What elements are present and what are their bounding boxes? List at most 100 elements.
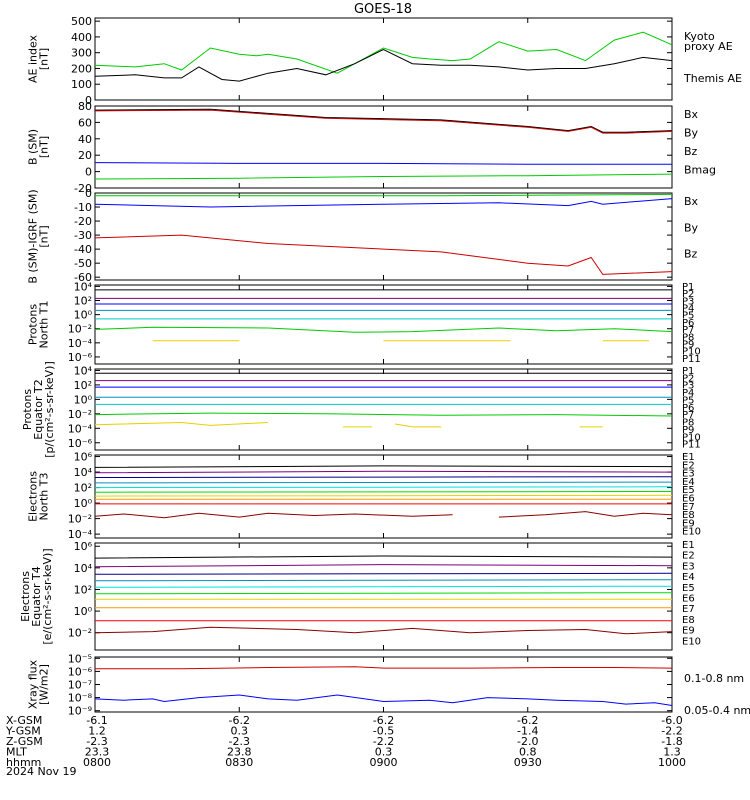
ephemeris-row-label: hhmm [6,756,41,769]
series-line-6 [94,592,673,595]
legend-item: Bz [684,248,698,261]
series-line-2 [94,564,673,568]
y-axis-label: Protons [27,304,40,345]
y-tick-label: 60 [78,116,92,129]
y-tick-label: 10⁰ [74,605,93,618]
series-line-2 [94,109,673,134]
y-tick-label: 10² [74,583,92,596]
y-tick-label: 20 [78,149,92,162]
ephemeris-value: 0800 [83,756,111,769]
legend-item: P3 [682,381,694,392]
legend-item: proxy AE [684,40,733,53]
legend-item: P8 [682,418,694,429]
legend-item: E6 [682,594,695,605]
ephemeris-value: 23.8 [227,746,252,759]
y-tick-label: 10⁶ [74,451,93,464]
y-tick-label: 40 [78,133,92,146]
series-line-5 [94,585,673,588]
y-tick-label: 10⁻⁴ [68,528,93,541]
panel-frame [94,656,673,713]
y-tick-label: 10⁰ [74,393,93,406]
panel-bsm: -20 0 20 40 60 80 B (SM)[nT] Bx By Bz Bmag [27,100,717,195]
panel-frame [94,284,673,365]
legend-item: E1 [682,540,695,551]
legend-item: Bmag [684,164,716,177]
panel-frame [94,454,673,539]
legend-item: P8 [682,332,694,343]
y-axis-label: B (SM) [27,129,40,165]
ephemeris-row-label: MLT [6,746,27,759]
legend-item: E7 [682,502,695,513]
ephemeris-value: -6.2 [517,714,538,727]
legend-item: P11 [682,440,701,451]
series-line-2 [94,470,673,474]
y-axis-label: Electrons [27,471,40,522]
y-tick-label: 10⁻⁴ [68,337,93,350]
series-line-4 [94,579,673,582]
legend-item: Bx [684,108,699,121]
ephemeris-value: 1000 [658,756,686,769]
y-tick-label: 0 [85,94,92,107]
legend-item: P2 [682,289,694,300]
ephemeris-value: -2.3 [229,735,250,748]
y-axis-label: [nT] [38,136,51,158]
y-tick-label: 10⁴ [74,280,93,293]
y-tick-label: 10⁻² [68,323,92,336]
series-line-3 [94,572,673,575]
y-tick-label: 10⁻⁴ [68,422,93,435]
legend-item: Kyoto [684,30,715,43]
ephemeris-value: -6.1 [86,714,107,727]
legend-item: P6 [682,403,694,414]
y-axis-label: North T3 [38,473,51,521]
series-line-11 [498,511,673,518]
ephemeris-value: -2.0 [517,735,538,748]
legend-item: E4 [682,572,695,583]
series-line-2 [94,198,673,208]
y-tick-label: 10⁻⁶ [68,665,93,678]
series-line-4 [94,481,673,484]
legend-item: E10 [682,527,701,538]
legend-item: P4 [682,388,694,399]
date-label: 2024 Nov 19 [6,765,76,778]
legend-item: E1 [682,452,695,463]
y-tick-label: -20 [74,215,92,228]
legend-item: Bz [684,145,698,158]
ephemeris-value: -6.2 [229,714,250,727]
series-line-1 [94,31,673,74]
legend-item: 0.1-0.8 nm [684,672,744,685]
ephemeris-row-label: Y-GSM [5,725,41,738]
legend-item: P7 [682,410,694,421]
ephemeris-value: 0930 [514,756,542,769]
y-tick-label: 10² [74,295,92,308]
series-line-7 [94,494,673,497]
legend-item: P10 [682,347,701,358]
y-tick-label: 0 [85,187,92,200]
series-line-9 [394,423,442,428]
y-tick-label: 10⁻⁹ [68,705,92,718]
legend-item: P9 [682,425,694,436]
ephemeris-table: X-GSM -6.1 -6.2 -6.2 -6.2 -6.0 Y-GSM 1.2 0.3 -0.5… [5,714,686,769]
ephemeris-value: 23.3 [85,746,110,759]
series-line-1 [94,465,673,468]
y-tick-label: 200 [71,62,92,75]
y-tick-label: 10⁶ [74,540,93,553]
ephemeris-value: 1.3 [663,746,681,759]
ephemeris-value: -1.4 [517,725,538,738]
panel-xray: 10⁻⁹10⁻⁸10⁻⁷10⁻⁶10⁻⁵ Xray flux[W/m2] 0.1-0… [27,652,750,717]
y-axis-label: North T1 [38,301,51,349]
series-line-7 [94,421,269,426]
series-line-6 [94,326,673,333]
y-tick-label: 10⁴ [74,562,93,575]
ephemeris-value: -0.5 [373,725,394,738]
y-axis-label: Equator T4 [30,566,43,626]
legend-item: P7 [682,325,694,336]
y-tick-label: 10⁻⁵ [68,652,92,665]
legend-item: E9 [682,518,695,529]
y-tick-label: 10⁻⁷ [68,679,92,692]
ephemeris-row-label: X-GSM [6,714,42,727]
y-tick-label: 10⁻⁸ [68,692,93,705]
ephemeris-value: -6.2 [373,714,394,727]
series-line-5 [94,486,673,489]
y-tick-label: 400 [71,31,92,44]
